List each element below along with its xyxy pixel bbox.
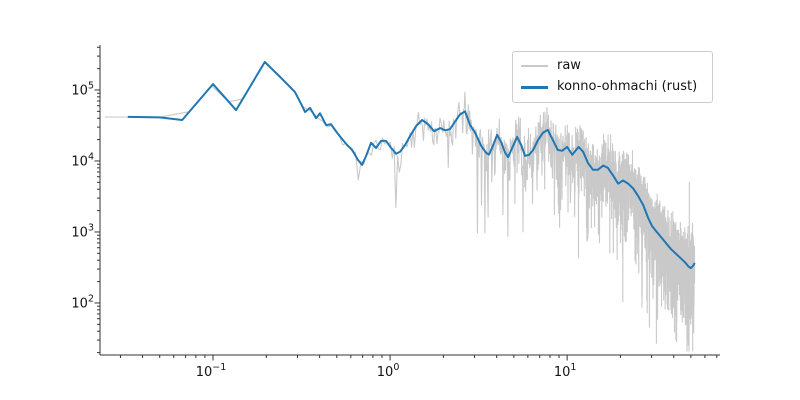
legend-line-sample-konno-ohmachi bbox=[521, 85, 548, 89]
legend-label-konno-ohmachi: konno-ohmachi (rust) bbox=[557, 79, 698, 94]
legend-label-raw: raw bbox=[557, 58, 581, 73]
tick-label: 100 bbox=[377, 362, 400, 380]
tick-label: 103 bbox=[71, 222, 94, 240]
tick-label: 102 bbox=[71, 293, 94, 311]
tick-label: 105 bbox=[71, 80, 94, 98]
legend: raw konno-ohmachi (rust) bbox=[512, 51, 713, 103]
series-konno-ohmachi-line bbox=[127, 61, 696, 270]
legend-item-raw: raw bbox=[521, 58, 703, 74]
legend-item-konno-ohmachi: konno-ohmachi (rust) bbox=[521, 79, 703, 95]
series-raw-line bbox=[104, 61, 696, 352]
tick-label: 101 bbox=[554, 362, 577, 380]
legend-line-sample-raw bbox=[521, 65, 548, 67]
tick-label: 104 bbox=[71, 151, 94, 169]
tick-label: 10−1 bbox=[196, 362, 227, 380]
